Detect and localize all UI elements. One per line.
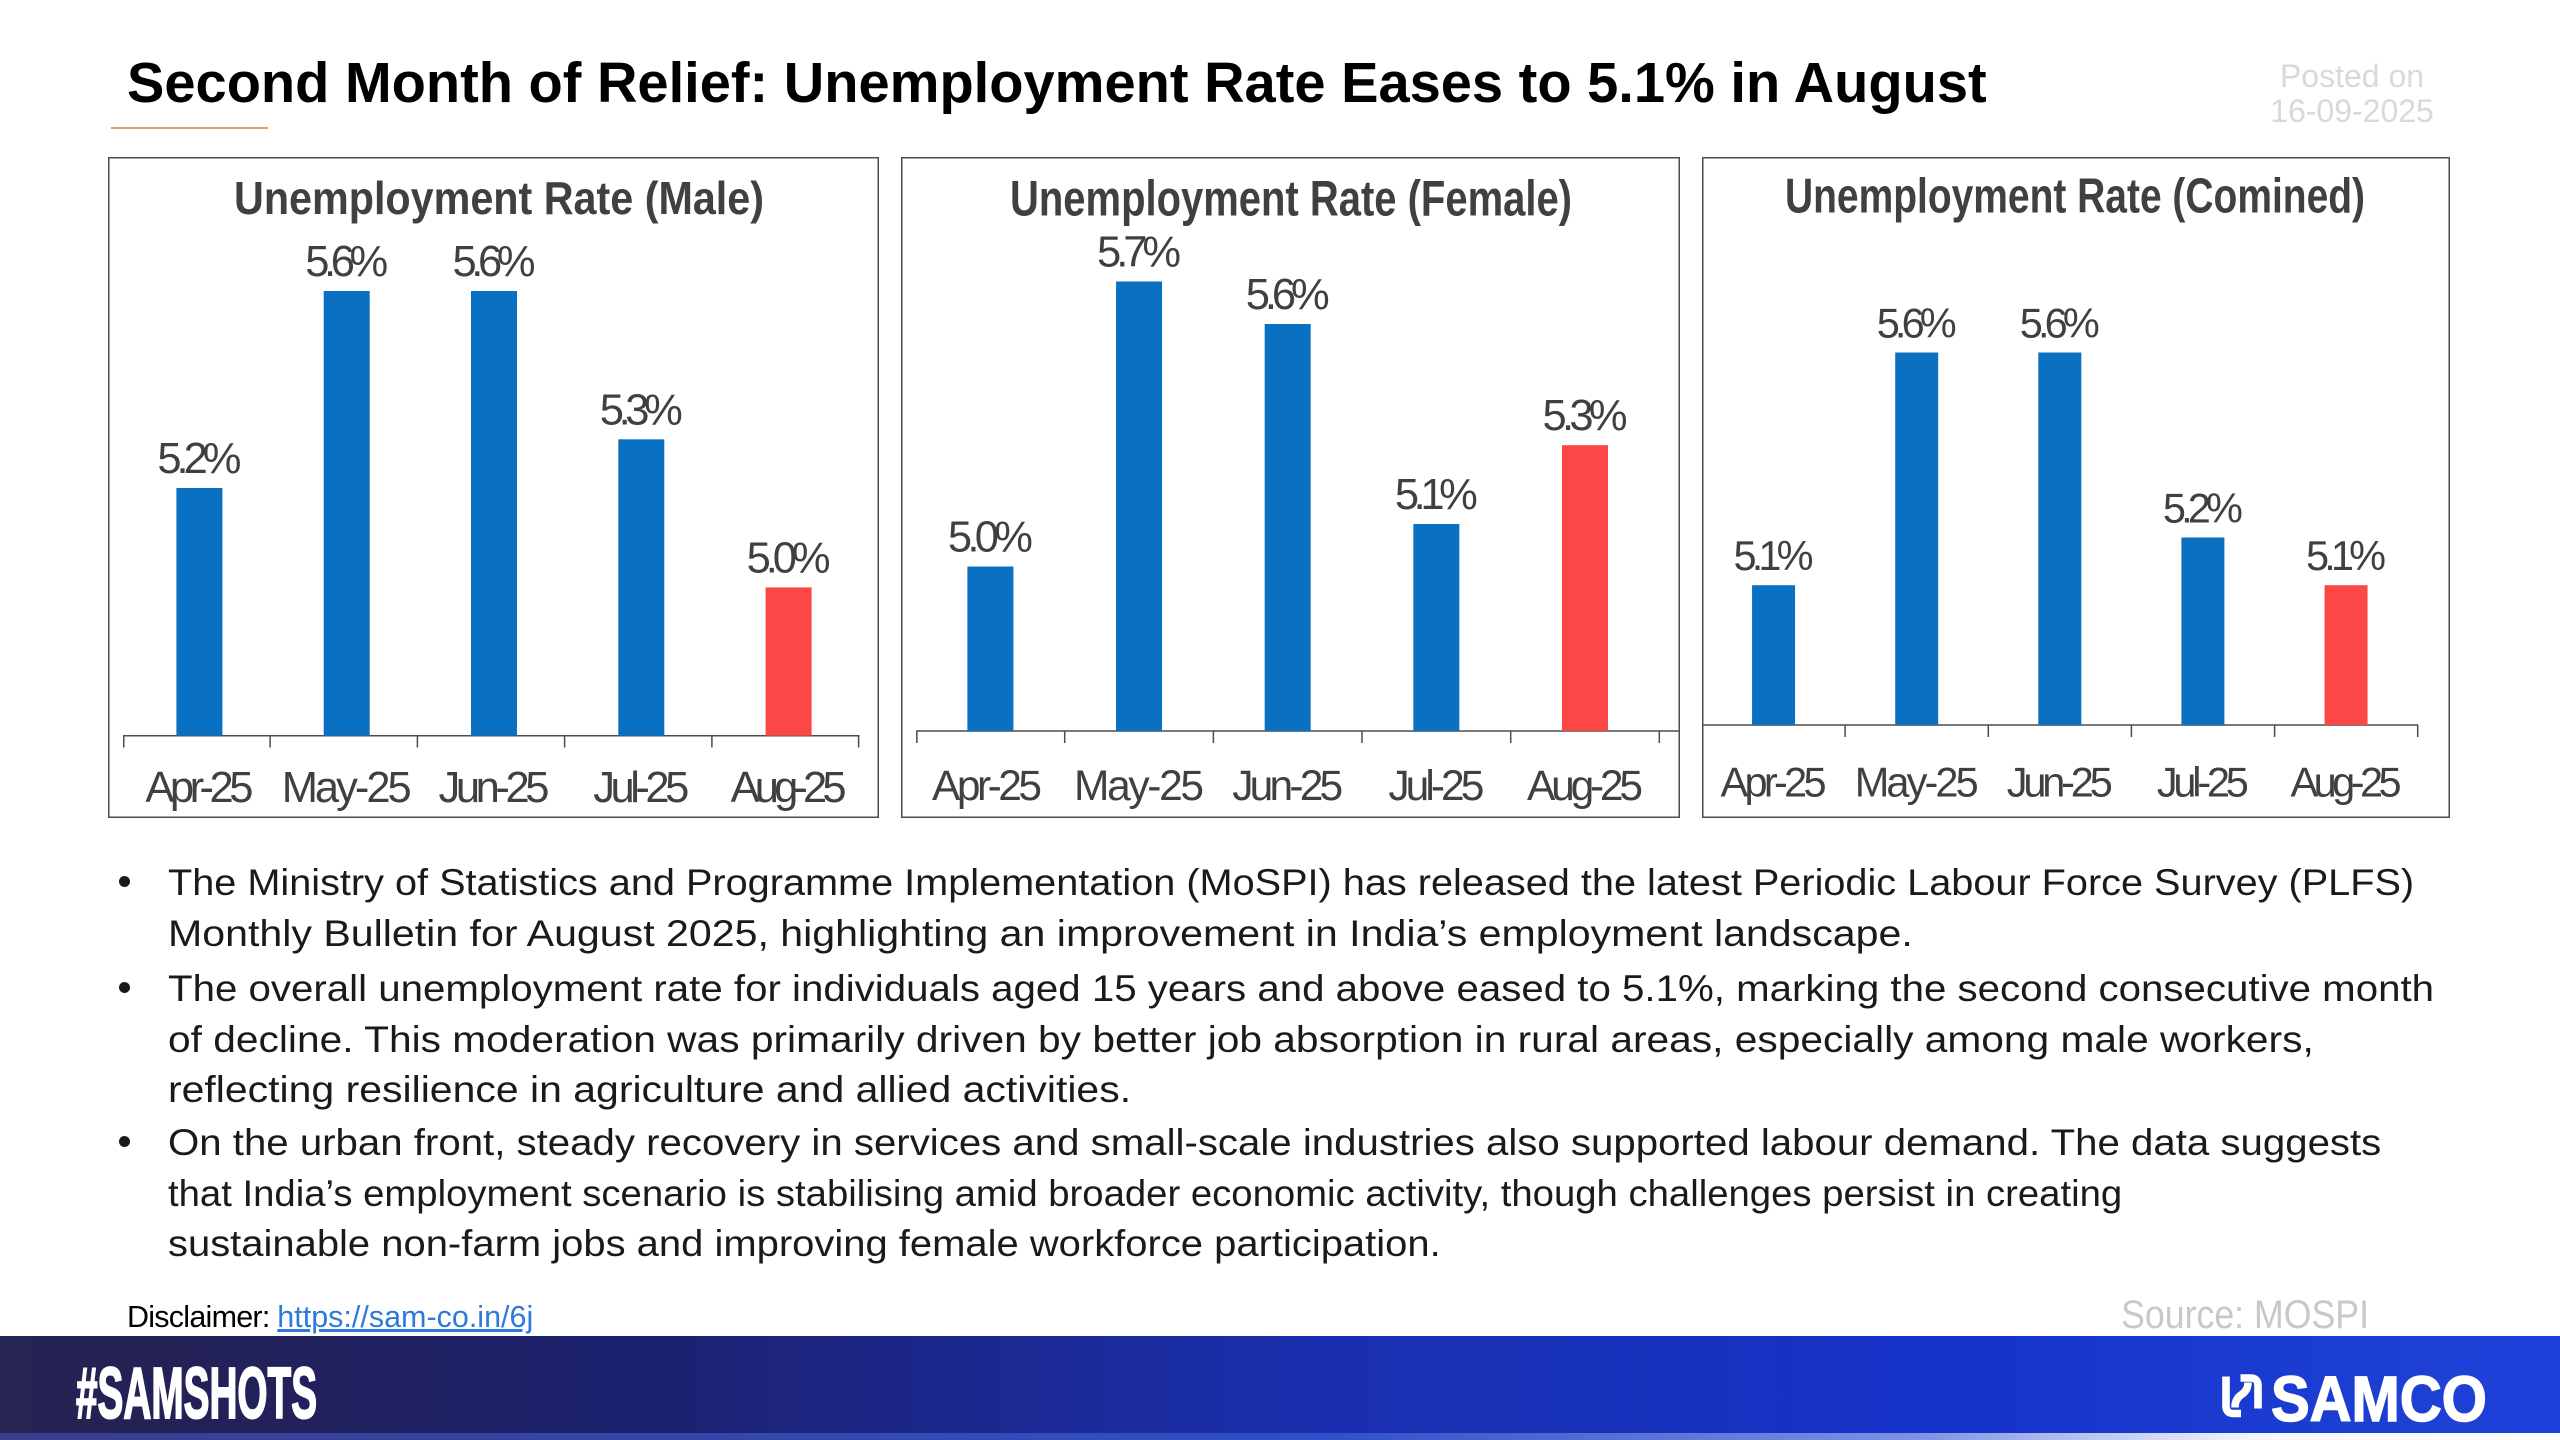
svg-text:5.1%: 5.1%	[2306, 532, 2386, 579]
svg-text:5.3%: 5.3%	[1543, 392, 1628, 440]
svg-text:5.1%: 5.1%	[1734, 532, 1814, 579]
svg-text:May-25: May-25	[282, 764, 412, 812]
svg-text:Aug-25: Aug-25	[731, 764, 847, 812]
svg-text:Aug-25: Aug-25	[2291, 759, 2402, 806]
svg-text:Jul-25: Jul-25	[2157, 759, 2249, 806]
svg-text:5.0%: 5.0%	[948, 514, 1033, 562]
svg-text:5.0%: 5.0%	[747, 534, 831, 582]
svg-text:May-25: May-25	[1855, 759, 1979, 806]
svg-text:5.6%: 5.6%	[1877, 300, 1957, 347]
svg-text:5.6%: 5.6%	[1246, 271, 1330, 319]
svg-text:May-25: May-25	[1074, 763, 1204, 810]
svg-text:Unemployment Rate (Male): Unemployment Rate (Male)	[234, 172, 764, 224]
svg-text:5.6%: 5.6%	[2020, 300, 2100, 347]
svg-text:5.7%: 5.7%	[1097, 229, 1181, 277]
svg-text:Apr-25: Apr-25	[1721, 759, 1827, 806]
svg-text:Apr-25: Apr-25	[145, 764, 253, 812]
svg-text:5.2%: 5.2%	[157, 435, 241, 483]
svg-text:5.3%: 5.3%	[600, 386, 683, 434]
svg-text:Jun-25: Jun-25	[2007, 759, 2113, 806]
svg-text:Jul-25: Jul-25	[593, 764, 689, 812]
svg-text:5.2%: 5.2%	[2163, 485, 2243, 532]
svg-text:Aug-25: Aug-25	[1527, 763, 1643, 810]
svg-text:Unemployment Rate (Female): Unemployment Rate (Female)	[1010, 170, 1572, 226]
svg-text:5.1%: 5.1%	[1395, 471, 1478, 519]
svg-text:Jun-25: Jun-25	[1232, 763, 1343, 810]
svg-text:Unemployment Rate (Comined): Unemployment Rate (Comined)	[1785, 170, 2365, 224]
svg-text:5.6%: 5.6%	[305, 238, 388, 286]
svg-text:5.6%: 5.6%	[453, 238, 536, 286]
svg-text:Jul-25: Jul-25	[1388, 763, 1484, 810]
svg-text:Jun-25: Jun-25	[439, 764, 550, 812]
svg-text:Apr-25: Apr-25	[932, 763, 1042, 810]
